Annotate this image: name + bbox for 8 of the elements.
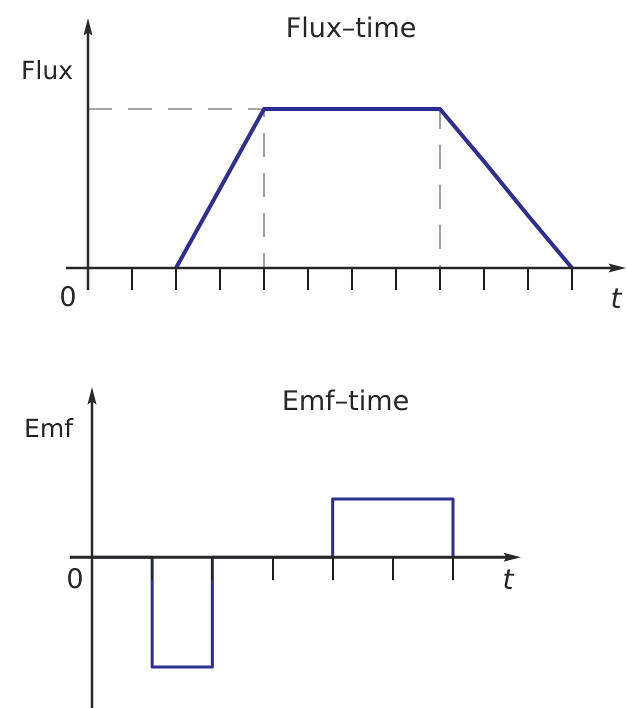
y-axis-title: Flux — [21, 56, 73, 85]
chart-title: Emf–time — [282, 386, 410, 417]
y-axis-title: Emf — [24, 414, 74, 443]
text: 0 — [59, 282, 77, 313]
x-axis-title: t — [502, 563, 515, 596]
annotation: 0 — [66, 564, 84, 596]
x-axis-title: t — [610, 282, 623, 315]
chart-title: Flux–time — [286, 13, 416, 44]
